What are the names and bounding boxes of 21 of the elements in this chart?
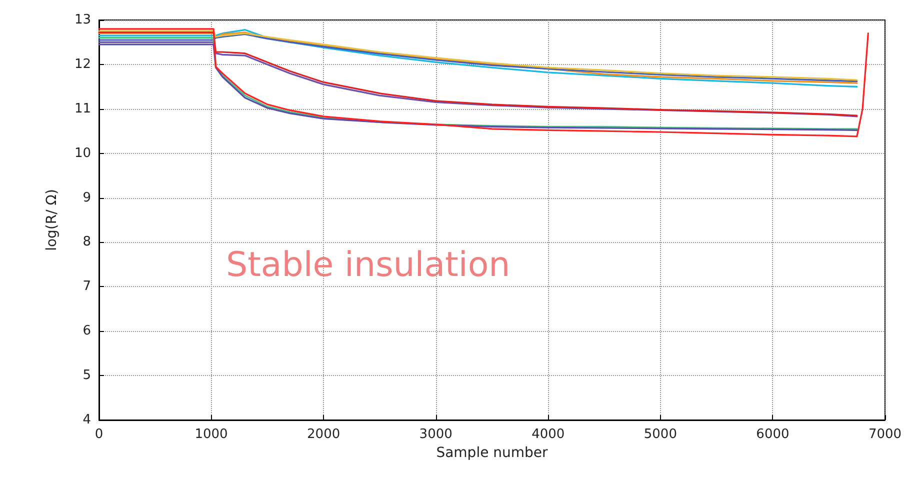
x-tick-label: 1000 — [194, 427, 228, 442]
y-tick-label: 11 — [74, 101, 91, 116]
x-axis-title: Sample number — [436, 445, 548, 461]
y-tick-label: 8 — [82, 234, 91, 250]
y-tick-label: 12 — [74, 56, 91, 72]
y-tick-label: 10 — [74, 146, 91, 161]
y-tick-label: 13 — [74, 12, 91, 28]
x-tick-label: 2000 — [307, 427, 340, 442]
annotation: Stable insulation — [226, 245, 510, 285]
x-tick-label: 4000 — [532, 427, 565, 442]
y-tick-label: 7 — [82, 279, 91, 294]
y-tick-label: 5 — [82, 368, 91, 384]
x-tick-label: 5000 — [644, 427, 677, 442]
y-tick-label: 4 — [82, 412, 91, 428]
y-axis-title: log(R/ Ω) — [44, 189, 60, 251]
x-tick-label: 7000 — [868, 427, 902, 442]
x-tick-label: 3000 — [419, 427, 452, 442]
y-tick-label: 6 — [82, 324, 91, 339]
x-tick-label: 6000 — [756, 427, 790, 442]
x-tick-label: 0 — [94, 427, 104, 442]
y-tick-label: 9 — [82, 190, 91, 206]
